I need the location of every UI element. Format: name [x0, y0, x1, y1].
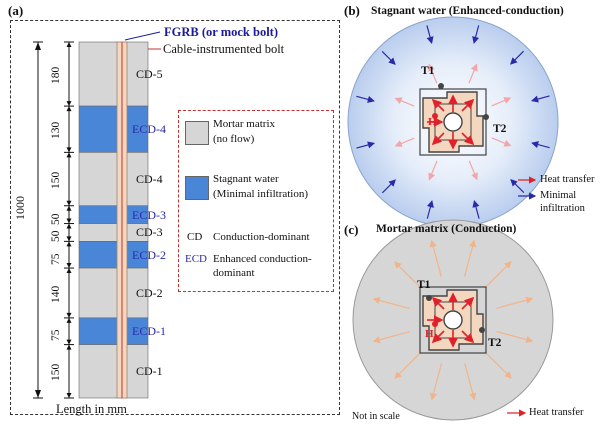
infiltration-arrow [426, 25, 434, 44]
h-dot-c [432, 321, 438, 327]
t1-label-c: T1 [417, 279, 431, 291]
segment-length-label: 75 [50, 253, 62, 265]
total-length: 1000 [13, 196, 27, 220]
infiltration-arrow [356, 95, 375, 103]
infiltration-arrow [381, 179, 396, 194]
legend-heat-c: Heat transfer [529, 407, 584, 418]
infiltration-arrow [472, 200, 480, 219]
segment-length-label: 150 [50, 364, 62, 382]
fgrb-label: FGRB (or mock bolt) [164, 25, 278, 39]
heat-arrow [491, 137, 512, 147]
infiltration-arrow [531, 141, 550, 149]
t2-dot-b [483, 114, 489, 120]
panel-a-label: (a) [8, 3, 24, 18]
legend-water-line2: (Minimal infiltration) [213, 188, 309, 200]
legend-infil-b-line1: Minimal [540, 190, 577, 201]
segment-name-label: CD-5 [136, 67, 163, 82]
segment-name-label: CD-3 [136, 225, 163, 240]
panel-b-label: (b) [344, 3, 360, 18]
heat-arrow [394, 97, 415, 107]
legend-infil-b-line2: infiltration [540, 203, 585, 214]
segment-name-label: CD-4 [136, 172, 163, 187]
legend-ecd-abbr: ECD [185, 253, 207, 265]
scale-note: Not in scale [352, 411, 400, 422]
heat-arrow [394, 137, 415, 147]
water-circle [347, 16, 559, 228]
heat-arrow [491, 97, 512, 107]
segment-length-label: 50 [50, 230, 62, 243]
legend-water-line1: Stagnant water [213, 173, 279, 185]
heat-arrow [372, 296, 410, 310]
heat-arrow [484, 351, 512, 379]
legend-ecd-text-line1: Enhanced conduction- [213, 253, 312, 265]
panel-a [10, 20, 340, 415]
segment-name-label: CD-2 [136, 285, 163, 300]
segment-name-label: ECD-2 [132, 247, 166, 262]
heat-arrow [394, 351, 422, 379]
infiltration-arrow [426, 200, 434, 219]
infiltration-arrow [510, 50, 525, 65]
segment-length-label: 75 [50, 329, 62, 342]
t2-dot-c [479, 327, 485, 333]
segment-length-label: 150 [50, 171, 62, 190]
t2-label-c: T2 [488, 337, 502, 349]
heat-arrows-outer-c [372, 239, 534, 401]
t1-dot-b [438, 83, 444, 89]
mortar-circle [352, 219, 554, 421]
h-label-b: H [428, 116, 437, 128]
t1-label-b: T1 [421, 65, 435, 77]
legend-mortar-line2: (no flow) [213, 133, 255, 145]
heat-arrow [429, 363, 443, 401]
cable-bolt-label: Cable-instrumented bolt [163, 42, 285, 56]
legend-cd-abbr: CD [187, 231, 203, 243]
heat-arrow [496, 330, 534, 344]
heat-arrow [468, 63, 478, 84]
legend-box [178, 110, 334, 292]
heat-arrow [496, 296, 534, 309]
segment-length-label: 130 [50, 121, 62, 140]
t1-dot-c [426, 295, 432, 301]
t2-label-b: T2 [493, 123, 507, 135]
legend-water-swatch [185, 176, 209, 200]
legend-cd-text: Conduction-dominant [213, 231, 310, 243]
heat-arrow [429, 239, 442, 277]
legend-mortar-line1: Mortar matrix [213, 118, 276, 130]
infiltration-arrow [531, 95, 550, 103]
segment-name-label: CD-1 [136, 364, 163, 379]
heat-arrow [468, 160, 478, 181]
heat-arrow [372, 331, 410, 344]
heat-arrow [463, 239, 477, 277]
panel-c-title: Mortar matrix (Conduction) [376, 223, 517, 235]
heat-arrows-outer-b [394, 63, 512, 181]
segment-name-label: ECD-4 [132, 122, 166, 137]
segment-length-label: 140 [50, 285, 62, 303]
legend-ecd-text-line2: dominant [213, 267, 255, 279]
legend-mortar-swatch [185, 121, 209, 145]
infiltration-arrow [472, 25, 480, 44]
segment-length-label: 50 [50, 213, 62, 225]
panel-c-label: (c) [344, 222, 359, 237]
legend-heat-b: Heat transfer [540, 174, 595, 185]
infiltration-arrow [381, 50, 396, 65]
panel-b-title: Stagnant water (Enhanced-conduction) [371, 5, 564, 17]
heat-arrow [464, 363, 477, 401]
segment-name-label: ECD-3 [132, 207, 166, 222]
infiltration-arrow [356, 141, 375, 149]
heat-arrow [428, 160, 438, 181]
h-label-c: H [425, 328, 434, 340]
infiltration-arrows [356, 25, 550, 219]
heat-arrow [484, 261, 512, 289]
infiltration-arrow [510, 179, 525, 194]
segment-name-label: ECD-1 [132, 324, 166, 339]
bolt-section-c [419, 286, 487, 354]
segment-length-label: 180 [50, 66, 62, 85]
length-unit: Length in mm [56, 402, 127, 416]
